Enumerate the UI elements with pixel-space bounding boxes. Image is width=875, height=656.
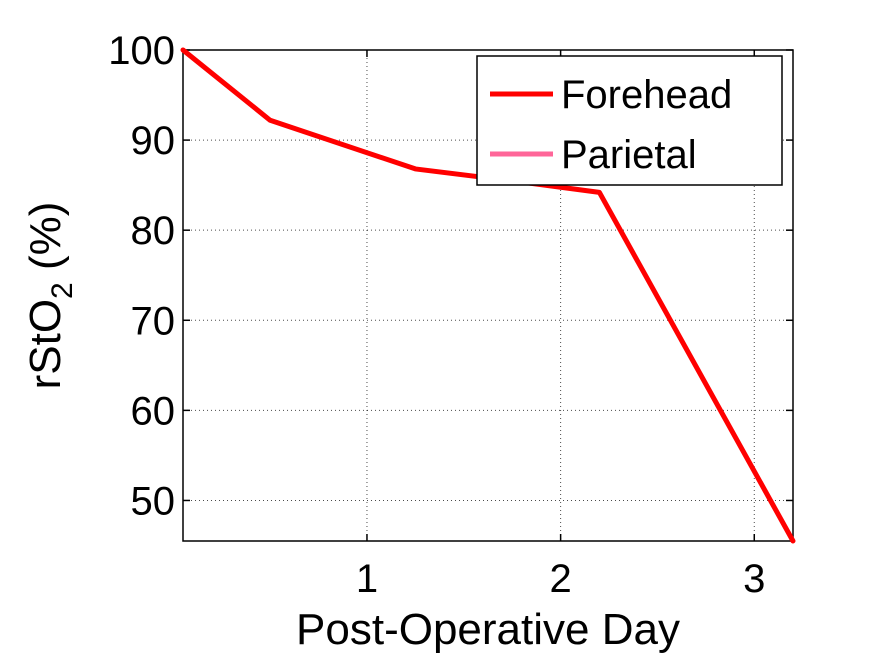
x-tick-label: 3 — [743, 557, 765, 601]
legend-label-parietal: Parietal — [561, 133, 697, 177]
plot-area-frame — [182, 49, 794, 542]
legend: Forehead Parietal — [476, 55, 783, 186]
y-tick-label: 50 — [131, 479, 176, 523]
legend-label-forehead: Forehead — [561, 73, 732, 117]
legend-box — [476, 55, 783, 186]
series-line-forehead — [180, 47, 796, 544]
y-tick-label: 90 — [131, 119, 176, 163]
y-tick-label: 80 — [131, 209, 176, 253]
series-layer — [180, 47, 796, 544]
x-tick-label: 2 — [549, 557, 571, 601]
x-axis-title: Post-Operative Day — [296, 605, 680, 654]
y-axis-title-subscript: 2 — [46, 282, 79, 299]
axis-ticks: 1 2 3 50 60 70 80 90 100 — [108, 29, 793, 601]
x-tick-label: 1 — [356, 557, 378, 601]
y-axis-title: rStO2 (%) — [21, 202, 79, 390]
y-tick-label: 60 — [131, 389, 176, 433]
y-axis-title-main: rStO — [21, 299, 70, 389]
y-tick-label: 100 — [108, 29, 175, 73]
y-tick-label: 70 — [131, 299, 176, 343]
y-axis-title-suffix: (%) — [21, 202, 70, 283]
